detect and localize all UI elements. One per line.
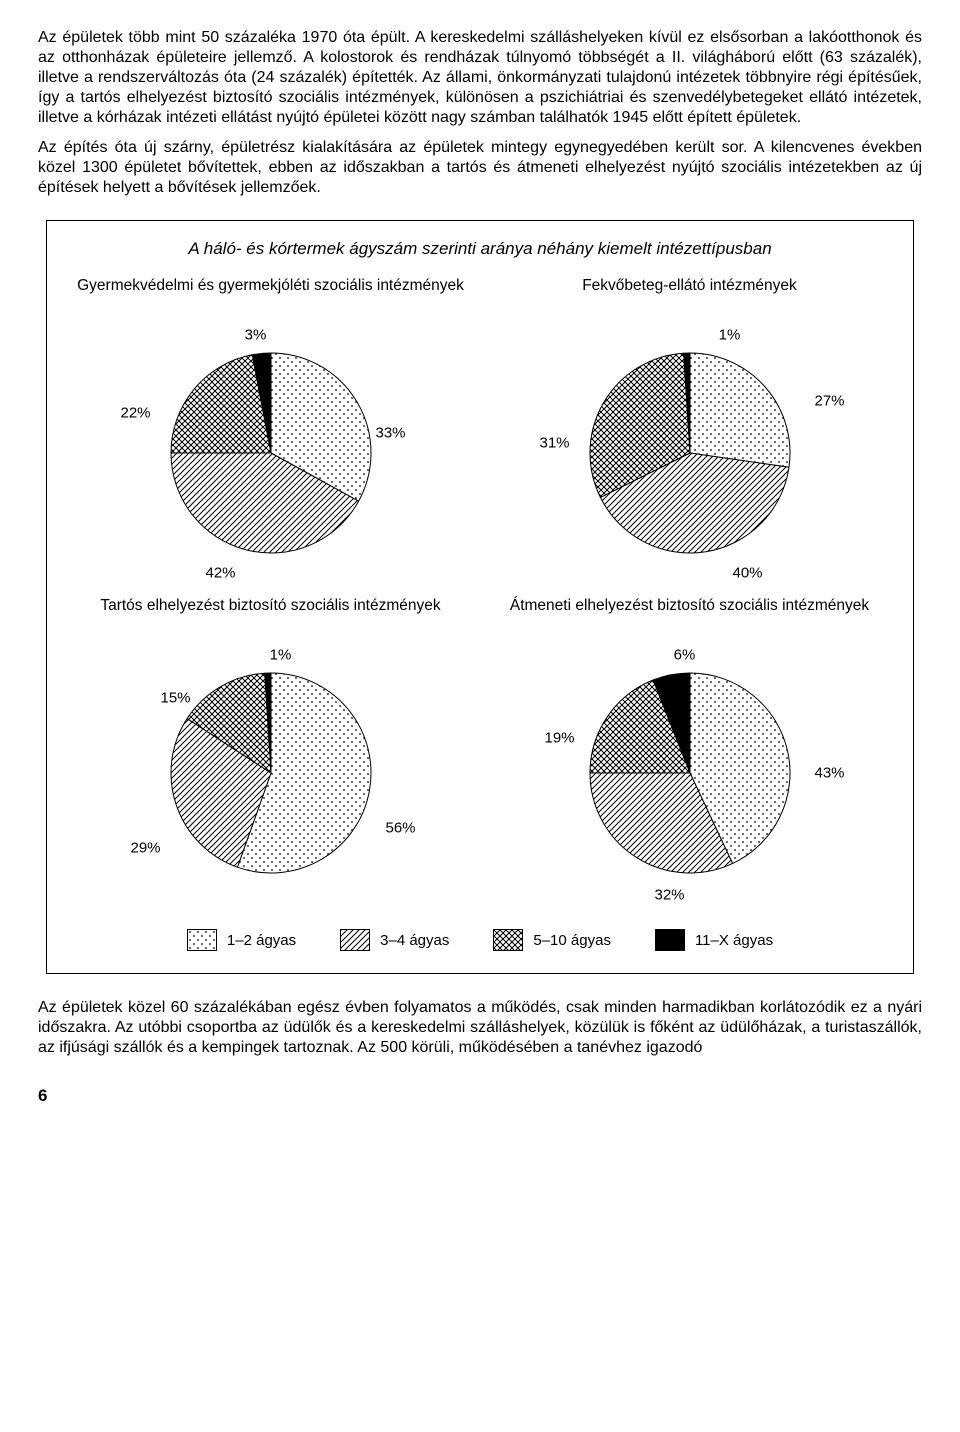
pie-grid: Gyermekvédelmi és gyermekjóléti szociáli… bbox=[71, 277, 889, 903]
pie-chart bbox=[170, 352, 372, 554]
pie-subtitle: Gyermekvédelmi és gyermekjóléti szociáli… bbox=[77, 277, 464, 317]
chart-title: A háló- és kórtermek ágyszám szerinti ar… bbox=[71, 239, 889, 259]
pie-pct-label: 29% bbox=[130, 840, 160, 857]
pie-wrap: 33% 42% 22% 3% bbox=[91, 323, 451, 583]
pie-cell: Gyermekvédelmi és gyermekjóléti szociáli… bbox=[71, 277, 470, 583]
legend-swatch bbox=[187, 929, 217, 951]
pie-pct-label: 43% bbox=[814, 765, 844, 782]
pie-pct-label: 42% bbox=[205, 565, 235, 582]
pie-subtitle: Fekvőbeteg-ellátó intézmények bbox=[582, 277, 797, 317]
pie-pct-label: 33% bbox=[375, 425, 405, 442]
legend-label: 3–4 ágyas bbox=[380, 932, 449, 949]
pie-chart bbox=[170, 672, 372, 874]
pie-pct-label: 1% bbox=[719, 327, 741, 344]
pie-wrap: 43% 32% 19% 6% bbox=[510, 643, 870, 903]
legend-item: 3–4 ágyas bbox=[340, 929, 449, 951]
pie-pct-label: 32% bbox=[654, 887, 684, 904]
pie-pct-label: 19% bbox=[544, 730, 574, 747]
pie-pct-label: 6% bbox=[674, 647, 696, 664]
legend: 1–2 ágyas 3–4 ágyas 5–10 ágyas 11–X ágyas bbox=[71, 929, 889, 951]
pie-pct-label: 3% bbox=[245, 327, 267, 344]
chart-container: A háló- és kórtermek ágyszám szerinti ar… bbox=[46, 220, 914, 974]
paragraph-2: Az építés óta új szárny, épületrész kial… bbox=[38, 138, 922, 198]
pie-subtitle: Tartós elhelyezést biztosító szociális i… bbox=[100, 597, 440, 637]
pie-cell: Tartós elhelyezést biztosító szociális i… bbox=[71, 597, 470, 903]
pie-pct-label: 15% bbox=[160, 690, 190, 707]
legend-label: 11–X ágyas bbox=[695, 932, 773, 949]
paragraph-1: Az épületek több mint 50 százaléka 1970 … bbox=[38, 28, 922, 128]
legend-swatch bbox=[493, 929, 523, 951]
paragraph-3: Az épületek közel 60 százalékában egész … bbox=[38, 998, 922, 1058]
legend-label: 5–10 ágyas bbox=[533, 932, 611, 949]
pie-pct-label: 31% bbox=[539, 435, 569, 452]
pie-slice bbox=[690, 353, 790, 467]
pie-cell: Átmeneti elhelyezést biztosító szociális… bbox=[490, 597, 889, 903]
pie-pct-label: 22% bbox=[120, 405, 150, 422]
pie-subtitle: Átmeneti elhelyezést biztosító szociális… bbox=[510, 597, 869, 637]
pie-pct-label: 40% bbox=[732, 565, 762, 582]
pie-wrap: 27% 40% 31% 1% bbox=[510, 323, 870, 583]
pie-pct-label: 56% bbox=[385, 820, 415, 837]
pie-wrap: 56% 29% 15% 1% bbox=[91, 643, 451, 903]
legend-label: 1–2 ágyas bbox=[227, 932, 296, 949]
page-number: 6 bbox=[38, 1086, 922, 1106]
pie-cell: Fekvőbeteg-ellátó intézmények 27% 40% 31% 1% bbox=[490, 277, 889, 583]
legend-swatch bbox=[340, 929, 370, 951]
legend-swatch bbox=[655, 929, 685, 951]
pie-chart bbox=[589, 352, 791, 554]
pie-pct-label: 1% bbox=[270, 647, 292, 664]
legend-item: 5–10 ágyas bbox=[493, 929, 611, 951]
pie-pct-label: 27% bbox=[814, 393, 844, 410]
legend-item: 11–X ágyas bbox=[655, 929, 773, 951]
pie-chart bbox=[589, 672, 791, 874]
legend-item: 1–2 ágyas bbox=[187, 929, 296, 951]
